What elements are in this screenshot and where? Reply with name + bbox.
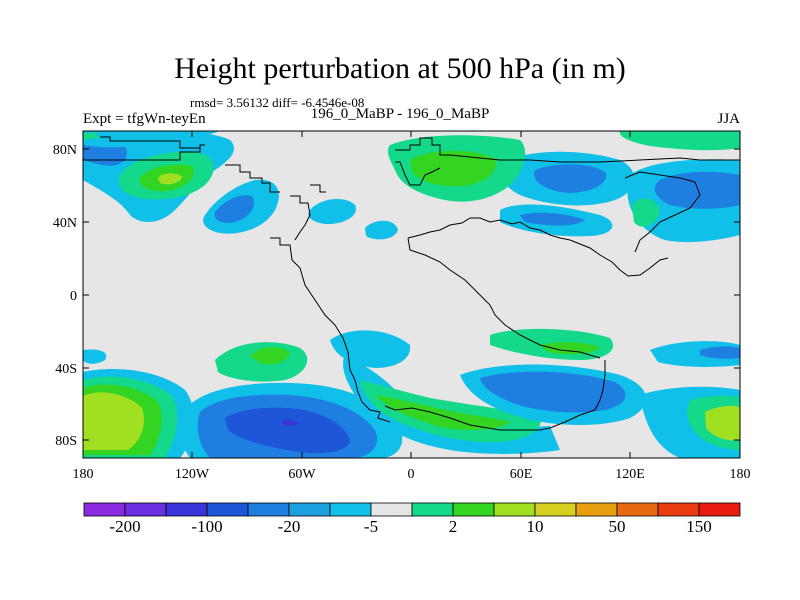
colorbar-box (452, 502, 495, 517)
contour-region (480, 371, 626, 413)
contour-region (619, 131, 740, 151)
colorbar-box (411, 502, 454, 517)
coastline (100, 136, 200, 149)
colorbar-label: -20 (278, 517, 301, 536)
colorbar-label: 50 (609, 517, 626, 536)
lat-label: 0 (70, 289, 77, 304)
comparison-label: 196_0_MaBP - 196_0_MaBP (310, 106, 490, 122)
contour-fills (83, 131, 740, 458)
coastline (407, 237, 601, 359)
plot-title: Height perturbation at 500 hPa (in m) (174, 52, 626, 85)
contour-region (250, 347, 290, 365)
colorbar-box (165, 502, 208, 517)
lon-label: 120E (615, 467, 645, 482)
lon-label: 180 (730, 467, 751, 482)
axis-ticks (82, 131, 741, 458)
coastline (310, 184, 326, 193)
coastline (83, 144, 205, 161)
contour-region (282, 419, 298, 426)
coastline (270, 237, 391, 423)
coastline (449, 154, 740, 163)
colorbar (83, 502, 741, 517)
colorbar-label: -5 (364, 517, 378, 536)
contour-region (700, 346, 740, 359)
contour-region (654, 171, 740, 209)
colorbar-box (247, 502, 290, 517)
lon-label: 120W (175, 467, 210, 482)
contour-region (410, 150, 497, 187)
contour-region (83, 392, 145, 450)
contour-region (375, 395, 510, 430)
contour-region (83, 133, 100, 140)
contour-region (158, 173, 182, 185)
contour-region (520, 212, 585, 226)
contour-region (308, 198, 356, 225)
colorbar-box (83, 502, 126, 517)
stats-label: rmsd= 3.56132 diff= -6.4546e-08 (190, 95, 365, 110)
colorbar-box (288, 502, 331, 517)
season-label: JJA (717, 111, 740, 127)
colorbar-box (329, 502, 372, 517)
lon-label: 180 (73, 467, 94, 482)
colorbar-box (534, 502, 577, 517)
colorbar-box (575, 502, 618, 517)
contour-region (83, 131, 220, 148)
colorbar-box (124, 502, 167, 517)
lon-label: 60W (288, 467, 316, 482)
contour-region (632, 198, 660, 227)
colorbar-label: 2 (449, 517, 458, 536)
coastline (384, 360, 606, 431)
colorbar-label: 10 (527, 517, 544, 536)
contour-region (705, 405, 740, 441)
coastline (290, 195, 311, 241)
lat-label: 80N (53, 143, 77, 158)
experiment-label: Expt = tfgWn-teyEn (83, 111, 206, 127)
coastline (624, 171, 701, 253)
lat-label: 40N (53, 216, 77, 231)
coastlines (83, 136, 740, 431)
contour-region (214, 195, 255, 223)
colorbar-box (493, 502, 536, 517)
coastline (225, 164, 280, 193)
colorbar-box (657, 502, 700, 517)
lon-label: 60E (510, 467, 533, 482)
coastline (395, 161, 441, 186)
contour-region (540, 342, 600, 355)
colorbar-box (616, 502, 659, 517)
contour-region (534, 164, 606, 193)
coastline (395, 137, 450, 156)
colorbar-label: 150 (686, 517, 712, 536)
colorbar-label: -100 (191, 517, 222, 536)
contour-region (83, 349, 107, 364)
lat-label: 80S (55, 434, 77, 449)
colorbar-box (370, 502, 413, 517)
colorbar-label: -200 (109, 517, 140, 536)
colorbar-box (206, 502, 249, 517)
coastline (407, 217, 669, 277)
contour-region (225, 407, 350, 454)
lat-label: 40S (55, 362, 77, 377)
colorbar-box (698, 502, 741, 517)
lon-label: 0 (408, 467, 415, 482)
contour-region (365, 220, 398, 240)
